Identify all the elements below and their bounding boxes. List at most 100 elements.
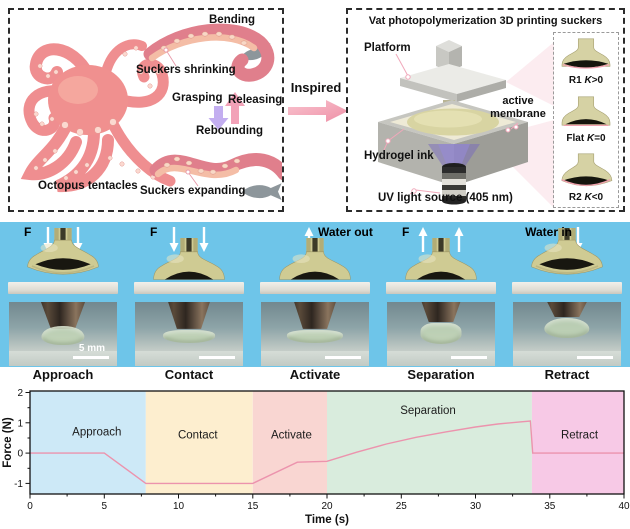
fish-silhouette-bottom bbox=[242, 183, 282, 200]
stage-annotation: F bbox=[402, 225, 410, 239]
stage-annotation: F bbox=[24, 225, 32, 239]
x-tick-label: 20 bbox=[321, 501, 333, 512]
stage-label: Approach bbox=[32, 367, 94, 382]
sucker-photo bbox=[420, 323, 462, 344]
force-arrows bbox=[418, 227, 464, 252]
fixture-photo bbox=[544, 302, 590, 318]
x-axis-title: Time (s) bbox=[305, 514, 349, 526]
y-tick-label: 0 bbox=[17, 449, 23, 460]
scale-bar bbox=[325, 355, 361, 359]
force-chart: Approach Contact Activate Separation Retract… bbox=[0, 386, 630, 529]
panel-title: Vat photopolymerization 3D printing suck… bbox=[368, 15, 603, 27]
sucker-r1-icon bbox=[561, 38, 611, 69]
y-tick-label: -1 bbox=[14, 479, 23, 490]
region-label: Separation bbox=[400, 405, 456, 417]
label-octopus-tentacles: Octopus tentacles bbox=[38, 180, 138, 192]
printer-illustration bbox=[378, 40, 554, 208]
force-time-plot: Approach Contact Activate Separation Retract… bbox=[2, 388, 630, 526]
inset-item-flat: Flat K=0 bbox=[558, 96, 614, 144]
x-tick-label: 35 bbox=[544, 501, 556, 512]
rebounding-tentacle bbox=[149, 153, 282, 181]
y-tick-label: 2 bbox=[17, 388, 23, 399]
x-tick-label: 25 bbox=[396, 501, 408, 512]
inspired-arrow bbox=[288, 100, 348, 122]
scale-bar-label: 5 mm bbox=[78, 343, 105, 354]
region-label: Contact bbox=[178, 429, 218, 441]
x-tick-label: 0 bbox=[27, 501, 33, 512]
fixture-photo bbox=[418, 302, 464, 323]
y-axis-title: Force (N) bbox=[2, 417, 14, 468]
vat-graphic bbox=[378, 100, 528, 186]
inset-label-r2: R2 K<0 bbox=[568, 192, 604, 203]
stage-panel-separation: F bbox=[378, 222, 504, 367]
sucker-flat-icon bbox=[561, 96, 611, 126]
x-tick-label: 15 bbox=[247, 501, 259, 512]
x-tick-label: 10 bbox=[173, 501, 185, 512]
stage-label: Contact bbox=[164, 367, 214, 382]
stage-panel-activate: Water out bbox=[252, 222, 378, 367]
region-label: Retract bbox=[561, 429, 599, 441]
label-rebounding: Rebounding bbox=[196, 125, 264, 137]
stage-annotation: F bbox=[150, 225, 158, 239]
fixture-photo bbox=[292, 302, 338, 329]
label-active-membrane: active membrane bbox=[490, 95, 546, 120]
fixture-photo bbox=[166, 302, 212, 329]
inset-item-r1: R1 K>0 bbox=[558, 38, 614, 86]
stage-label: Retract bbox=[544, 367, 590, 382]
scale-bar bbox=[577, 355, 613, 359]
region-separation bbox=[327, 391, 532, 494]
region-retract bbox=[531, 391, 624, 494]
experiment-photo bbox=[261, 302, 369, 366]
membrane-curvature-inset: R1 K>0 Flat K=0 R2 K<0 bbox=[553, 32, 619, 208]
label-grasping: Grasping bbox=[172, 92, 223, 104]
experiment-photo bbox=[513, 302, 621, 366]
region-approach bbox=[30, 391, 146, 494]
experiment-photo bbox=[387, 302, 495, 366]
sucker-render-flat bbox=[405, 238, 477, 280]
substrate-bar bbox=[260, 282, 370, 294]
substrate-bar bbox=[134, 282, 244, 294]
label-releasing: Releasing bbox=[228, 94, 283, 106]
label-suckers-expanding: Suckers expanding bbox=[140, 185, 246, 197]
label-bending: Bending bbox=[209, 14, 255, 26]
region-contact bbox=[145, 391, 253, 494]
experiment-photo: 5 mm bbox=[9, 302, 117, 366]
sucker-r2-icon bbox=[561, 153, 613, 187]
substrate-bar bbox=[8, 282, 118, 294]
force-curve bbox=[30, 420, 624, 485]
sucker-photo bbox=[41, 325, 85, 345]
sucker-render-flat bbox=[279, 238, 351, 280]
label-uv-source: UV light source (405 nm) bbox=[378, 192, 513, 204]
inset-item-r2: R2 K<0 bbox=[558, 153, 614, 203]
sucker-render-dome bbox=[531, 228, 603, 275]
sucker-photo bbox=[544, 318, 590, 339]
stage-panel-retract: Water in bbox=[504, 222, 630, 367]
releasing-arrow bbox=[225, 92, 245, 124]
stage-label: Separation bbox=[407, 367, 475, 382]
stage-annotation: Water in bbox=[525, 225, 572, 239]
x-tick-label: 5 bbox=[102, 501, 108, 512]
uv-light-graphic bbox=[428, 144, 480, 205]
experiment-photo bbox=[135, 302, 243, 366]
region-label: Activate bbox=[271, 429, 312, 441]
x-tick-label: 40 bbox=[618, 501, 630, 512]
scale-bar bbox=[73, 355, 109, 359]
label-inspired: Inspired bbox=[290, 80, 342, 95]
inset-label-flat: Flat K=0 bbox=[566, 132, 606, 144]
y-tick-label: 1 bbox=[17, 418, 23, 429]
scale-bar bbox=[451, 355, 487, 359]
bending-tentacle bbox=[143, 23, 275, 82]
grasping-arrow bbox=[208, 106, 229, 130]
x-tick-label: 30 bbox=[470, 501, 482, 512]
stage-labels-row: Approach Contact Activate Separation Retract bbox=[0, 367, 630, 386]
stage-label: Activate bbox=[289, 367, 341, 382]
sucker-render-dome bbox=[27, 228, 99, 275]
force-arrows bbox=[169, 227, 209, 252]
sucker-render-flat bbox=[153, 238, 225, 280]
scale-bar bbox=[199, 355, 235, 359]
stage-panel-contact: F bbox=[126, 222, 252, 367]
octopus-panel: Bending Suckers shrinking Grasping Relea… bbox=[8, 8, 284, 212]
stage-panel-approach: F 5 mm bbox=[0, 222, 126, 367]
stage-annotation: Water out bbox=[318, 225, 373, 239]
